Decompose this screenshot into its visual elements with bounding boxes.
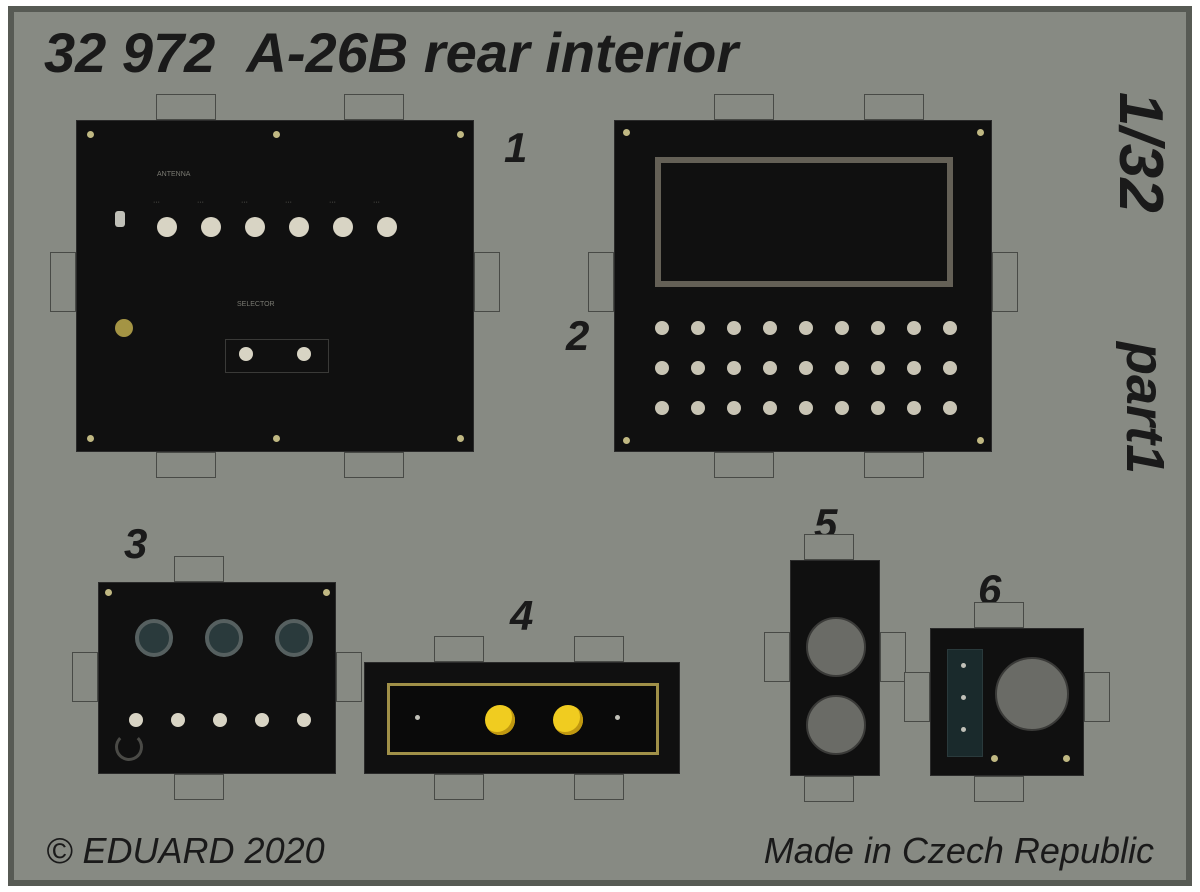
panel3-knob [205,619,243,657]
sprue-tab [864,94,924,120]
panel3-dial [129,713,143,727]
panel-4 [364,662,680,774]
sprue-tab [474,252,500,312]
panel3-dial [297,713,311,727]
panel2-dial [943,321,957,335]
sprue-tab [72,652,98,702]
label-1: 1 [504,124,527,172]
panel1-knob [289,217,309,237]
panel2-dial [691,401,705,415]
panel1-knob [377,217,397,237]
panel2-dial [871,401,885,415]
panel2-dial [655,401,669,415]
sprue-tab [974,602,1024,628]
panel2-dial [763,321,777,335]
panel1-knob [157,217,177,237]
copyright-text: © EDUARD 2020 [46,830,325,872]
panel1-knob [245,217,265,237]
panel6-gauge [995,657,1069,731]
panel2-dial [727,321,741,335]
panel1-switch [115,211,125,227]
panel-5 [790,560,880,776]
sprue-tab [174,774,224,800]
panel2-dial [655,321,669,335]
panel2-dial [871,361,885,375]
product-title: 32 972 A-26B rear interior [44,20,738,85]
panel1-knob [333,217,353,237]
panel-6 [930,628,1084,776]
panel3-dial [171,713,185,727]
sprue-tab [434,774,484,800]
panel2-dial [907,321,921,335]
panel2-dial [763,401,777,415]
panel2-dial [943,361,957,375]
sprue-tab [174,556,224,582]
sprue-tab [50,252,76,312]
panel2-dial [763,361,777,375]
panel2-dial [691,321,705,335]
sprue-tab [156,452,216,478]
sprue-tab [974,776,1024,802]
product-code: 32 972 [44,21,215,84]
sprue-tab [344,452,404,478]
sprue-tab [714,452,774,478]
panel-2 [614,120,992,452]
panel3-dial [213,713,227,727]
sprue-tab [574,774,624,800]
panel1-knob [201,217,221,237]
sprue-tab [714,94,774,120]
label-3: 3 [124,520,147,568]
panel2-dial [655,361,669,375]
sprue-tab [156,94,216,120]
sprue-tab [588,252,614,312]
sprue-tab [1084,672,1110,722]
panel4-lamp-1 [485,705,515,735]
sprue-tab [804,534,854,560]
sprue-tab [992,252,1018,312]
product-name: A-26B rear interior [246,21,738,84]
fret-container: 32 972 A-26B rear interior 1/32 part1 © … [8,6,1192,886]
sprue-tab [804,776,854,802]
sprue-tab [764,632,790,682]
scale-text: 1/32 [1105,92,1176,213]
panel2-dial [835,361,849,375]
panel3-knob [135,619,173,657]
sprue-tab [344,94,404,120]
panel-3 [98,582,336,774]
panel5-gauge-2 [806,695,866,755]
sprue-tab [574,636,624,662]
panel2-dial [907,361,921,375]
panel2-dial [835,321,849,335]
panel-1: ·················· ANTENNA SELECTOR [76,120,474,452]
panel2-dial [799,361,813,375]
panel2-dial [835,401,849,415]
panel3-knob [275,619,313,657]
label-2: 2 [566,312,589,360]
panel2-dial [907,401,921,415]
panel2-dial [799,401,813,415]
made-in-text: Made in Czech Republic [764,830,1154,872]
part-number: part1 [1114,342,1176,474]
panel2-dial [799,321,813,335]
panel2-dial [943,401,957,415]
sprue-tab [434,636,484,662]
panel2-dial [871,321,885,335]
panel2-dial [727,361,741,375]
panel3-dial [255,713,269,727]
label-4: 4 [510,592,533,640]
panel5-gauge-1 [806,617,866,677]
sprue-tab [336,652,362,702]
panel2-dial [727,401,741,415]
panel2-screen [655,157,953,287]
panel2-dial [691,361,705,375]
sprue-tab [880,632,906,682]
sprue-tab [904,672,930,722]
panel4-lamp-2 [553,705,583,735]
sprue-tab [864,452,924,478]
